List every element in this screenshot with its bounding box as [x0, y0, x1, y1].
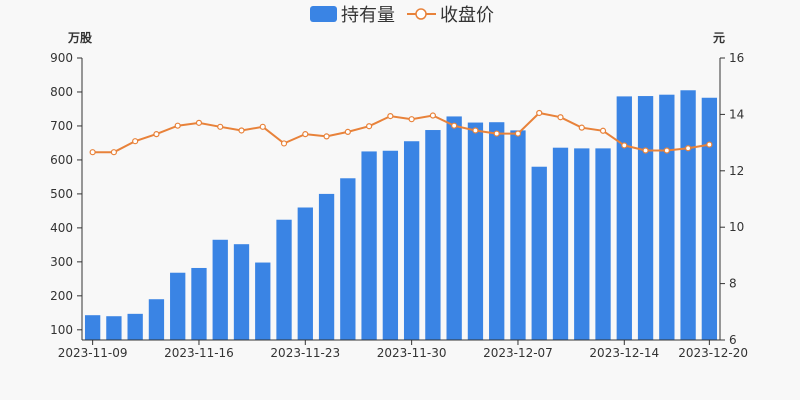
holdings-bar	[233, 244, 250, 340]
holdings-bar	[680, 90, 696, 341]
close-price-point	[706, 141, 713, 148]
holdings-bar	[403, 141, 420, 340]
close-price-point	[493, 130, 500, 137]
right-axis-tick-label: 14	[729, 107, 744, 121]
holdings-bar	[425, 130, 441, 340]
close-price-point	[323, 133, 330, 140]
left-axis-tick-label: 100	[50, 323, 73, 337]
close-price-point	[557, 114, 564, 121]
x-axis-tick-label: 2023-11-09	[58, 346, 128, 360]
x-axis-tick-label: 2023-12-20	[678, 346, 748, 360]
left-axis-tick-label: 900	[50, 51, 73, 65]
holdings-bar	[170, 272, 186, 340]
close-price-point	[174, 122, 181, 129]
left-axis-tick-label: 200	[50, 289, 73, 303]
right-axis-tick-label: 12	[729, 164, 744, 178]
close-price-point	[238, 127, 245, 134]
close-price-point	[280, 140, 288, 147]
holdings-bar	[552, 147, 569, 340]
holdings-bar	[255, 262, 271, 340]
left-axis-tick-label: 400	[50, 221, 73, 235]
holdings-bar	[212, 239, 228, 340]
right-axis-tick-label: 8	[729, 277, 737, 291]
close-price-point	[132, 138, 139, 145]
close-price-point	[110, 149, 118, 156]
holdings-bar	[510, 130, 526, 340]
close-price-point	[89, 149, 96, 156]
holdings-bar	[574, 148, 590, 340]
bar-series-holdings	[84, 90, 718, 341]
close-price-point	[642, 147, 649, 154]
left-axis-tick-label: 300	[50, 255, 73, 269]
axes: 100 200 300 400 500 600 700 800 900 6 8 10 12 14 16 202…	[50, 51, 748, 360]
x-axis-tick-label: 2023-12-14	[589, 346, 659, 360]
close-price-point	[259, 123, 266, 130]
holdings-bar	[361, 151, 377, 340]
holdings-bar	[659, 94, 675, 341]
close-price-point	[153, 131, 160, 138]
holdings-bar	[531, 166, 547, 340]
legend-line-marker	[415, 8, 427, 20]
legend[interactable]: 持有量 收盘价	[310, 5, 494, 26]
close-price-point	[451, 122, 458, 129]
close-price-point	[302, 131, 309, 138]
holdings-bar	[382, 150, 399, 340]
left-axis-tick-label: 700	[50, 119, 73, 133]
holdings-bar	[318, 193, 335, 340]
left-axis-unit: 万股	[67, 30, 93, 45]
close-price-point	[387, 112, 394, 120]
holdings-bar	[191, 267, 207, 340]
holdings-bar	[127, 313, 143, 340]
legend-label-holdings: 持有量	[341, 5, 395, 26]
legend-item-close-price[interactable]: 收盘价	[407, 5, 494, 26]
close-price-point	[195, 119, 203, 126]
close-price-point	[536, 109, 543, 117]
x-axis-tick-label: 2023-12-07	[483, 346, 553, 360]
holdings-bar	[84, 315, 101, 340]
holdings-bar	[297, 207, 313, 340]
legend-bar-swatch	[310, 6, 337, 22]
line-series-close-price	[89, 109, 713, 156]
close-price-point	[599, 127, 607, 134]
close-price-point	[684, 145, 692, 152]
holdings-bar	[446, 116, 462, 340]
holdings-bar	[276, 219, 292, 340]
close-price-line	[92, 111, 710, 154]
close-price-point	[217, 123, 224, 130]
holdings-bar	[616, 96, 632, 341]
close-price-point	[429, 112, 436, 119]
right-axis-unit: 元	[713, 31, 725, 45]
close-price-point	[472, 127, 479, 134]
close-price-point	[366, 123, 373, 130]
right-axis-tick-label: 16	[729, 51, 744, 65]
close-price-point	[344, 128, 351, 135]
left-axis-tick-label: 800	[50, 85, 73, 99]
left-axis-tick-label: 500	[50, 187, 73, 201]
holdings-bar	[340, 178, 356, 340]
right-axis-tick-label: 6	[729, 333, 737, 347]
close-price-point	[621, 142, 628, 149]
close-price-point	[663, 147, 670, 154]
right-axis-tick-label: 10	[729, 220, 744, 234]
holdings-bar	[467, 122, 484, 340]
holdings-bar	[106, 316, 122, 340]
close-price-point	[514, 130, 522, 137]
close-price-point	[408, 116, 415, 123]
x-axis-tick-label: 2023-11-30	[377, 346, 447, 360]
holdings-bar	[148, 299, 165, 340]
holdings-bar	[489, 122, 505, 341]
holdings-bar	[595, 148, 611, 340]
x-axis-tick-label: 2023-11-16	[164, 346, 234, 360]
legend-label-close-price: 收盘价	[440, 5, 494, 26]
holdings-bar	[637, 96, 654, 340]
x-axis-tick-label: 2023-11-23	[270, 346, 340, 360]
holdings-bar	[701, 97, 718, 341]
legend-item-holdings[interactable]: 持有量	[310, 5, 395, 26]
close-price-point	[578, 124, 585, 131]
left-axis-tick-label: 600	[50, 153, 73, 167]
